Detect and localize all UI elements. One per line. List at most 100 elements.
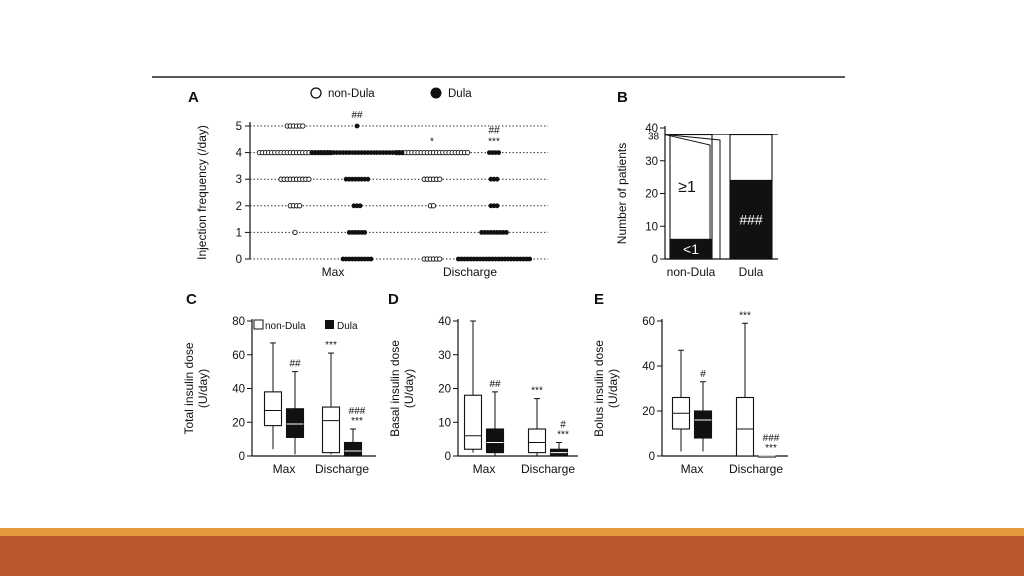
significance-label: ### (763, 433, 780, 444)
y-tick-label: 40 (438, 316, 451, 328)
data-point-open (437, 256, 443, 262)
legend-label-filled: Dula (448, 88, 472, 100)
y-tick-label: 20 (645, 189, 658, 201)
y-tick-label: 0 (445, 451, 451, 463)
y-axis-label: Number of patients (615, 143, 629, 244)
legend-marker-open (253, 319, 264, 330)
data-point-filled (527, 256, 533, 262)
box (527, 428, 547, 454)
box (285, 408, 305, 438)
y-tick-label: 20 (642, 406, 655, 418)
data-point-filled (354, 123, 360, 129)
data-point-filled (496, 150, 502, 156)
y-tick-label: 30 (645, 156, 658, 168)
data-point-open (464, 149, 471, 156)
y-tick-label: 40 (232, 384, 245, 396)
panel-b: B 0 10 20 30 40 Number of patients 38 non-Dula Du… (615, 89, 778, 279)
legend-label-open: non-Dula (328, 88, 375, 100)
footer-band (0, 536, 1024, 576)
data-point-open (296, 203, 303, 209)
legend-marker-filled (430, 87, 442, 99)
data-point-filled (494, 203, 500, 209)
y-tick-label: 2 (236, 201, 242, 213)
data-point-filled (365, 176, 371, 182)
significance-label: ## (351, 110, 363, 121)
panel-letter-d: D (388, 291, 399, 308)
legend-label-open: non-Dula (265, 321, 306, 332)
significance-label: *** (351, 416, 363, 427)
significance-label: *** (531, 386, 543, 397)
y-tick-label: 0 (236, 254, 242, 266)
data-point-filled (494, 176, 500, 182)
x-category-label: Max (322, 265, 345, 279)
data-point-open (292, 229, 298, 236)
y-axis-label: Basal insulin dose(U/day) (388, 340, 416, 437)
data-point-filled (399, 150, 405, 156)
data-point-filled (504, 230, 509, 235)
bar-segment (729, 179, 773, 260)
bar-segment-label: ≥1 (678, 179, 696, 196)
box (693, 410, 713, 439)
significance-label: ## (289, 359, 301, 370)
y-tick-label: 20 (438, 384, 451, 396)
y-tick-label: 0 (649, 451, 655, 463)
significance-label: ## (488, 126, 500, 137)
x-category-label: Dula (739, 265, 764, 279)
y-tick-label: 10 (645, 221, 658, 233)
y-tick-label: 80 (232, 316, 245, 328)
y-tick-label: 0 (652, 254, 658, 266)
reference-line-label: 38 (648, 132, 660, 143)
y-axis-label: Injection frequency (/day) (195, 125, 209, 260)
x-category-label: Max (473, 462, 496, 476)
panel-letter-c: C (186, 291, 197, 308)
y-tick-label: 30 (438, 350, 451, 362)
panel-letter-e: E (594, 291, 604, 308)
x-category-label: Discharge (521, 462, 575, 476)
panel-letter-a: A (188, 89, 199, 106)
legend-marker-open (310, 87, 322, 99)
y-tick-label: 4 (236, 148, 243, 160)
x-category-label: Discharge (729, 462, 783, 476)
data-point-filled (357, 203, 363, 209)
y-tick-label: 5 (236, 121, 242, 133)
data-point-filled (362, 230, 368, 235)
x-category-label: Max (681, 462, 704, 476)
significance-label: * (430, 137, 434, 148)
x-category-label: Discharge (315, 462, 369, 476)
y-tick-label: 3 (236, 174, 242, 186)
data-point-filled (368, 256, 374, 262)
data-point-open (300, 123, 306, 129)
significance-label: # (560, 420, 566, 431)
data-point-open (306, 176, 312, 182)
y-tick-label: 40 (642, 361, 655, 373)
x-category-label: Discharge (443, 265, 497, 279)
legend-label-filled: Dula (337, 321, 358, 332)
bar-segment (729, 134, 773, 181)
y-axis-label: Bolus insulin dose(U/day) (592, 340, 620, 437)
y-tick-label: 20 (232, 417, 245, 429)
box (463, 394, 483, 450)
box (485, 428, 505, 454)
data-point-open (430, 203, 437, 209)
significance-label: *** (557, 430, 569, 441)
bar-segment (669, 134, 713, 240)
box (343, 441, 363, 457)
y-tick-label: 0 (239, 451, 245, 463)
y-axis-label: Total insulin dose(U/day) (182, 342, 210, 434)
y-tick-label: 60 (642, 316, 655, 328)
y-tick-label: 10 (438, 417, 451, 429)
data-point-open (437, 176, 443, 182)
y-tick-label: 60 (232, 350, 245, 362)
x-category-label: non-Dula (667, 265, 716, 279)
x-category-label: Max (273, 462, 296, 476)
significance-label: ### (349, 406, 366, 417)
y-tick-label: 40 (645, 123, 658, 135)
significance-label: ## (489, 379, 501, 390)
significance-label: # (700, 369, 706, 380)
panel-letter-b: B (617, 89, 628, 106)
